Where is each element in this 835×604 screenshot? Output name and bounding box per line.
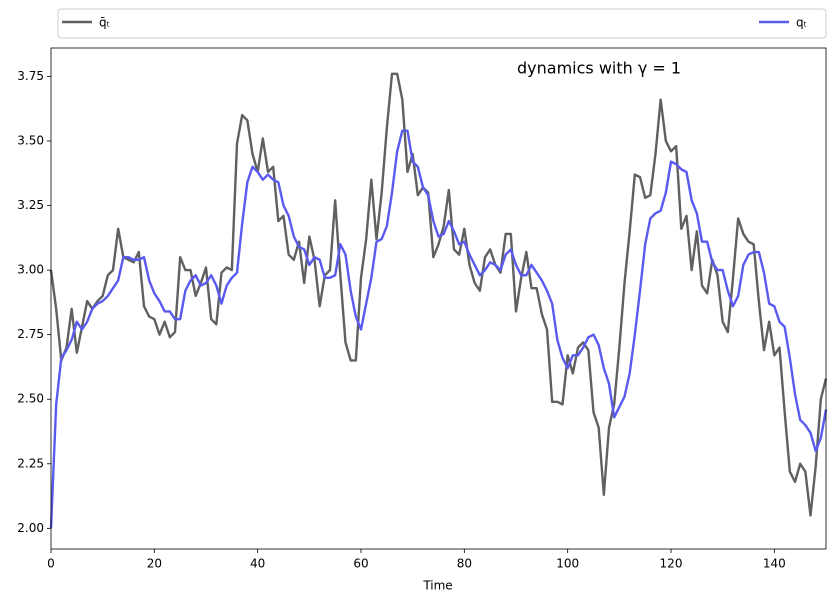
legend-label: qₜ: [796, 16, 807, 30]
x-tick-label: 20: [147, 557, 162, 571]
x-tick-label: 60: [353, 557, 368, 571]
y-tick-label: 3.75: [17, 69, 44, 83]
line-series: [49, 129, 828, 529]
legend-box: [57, 8, 827, 39]
x-tick-label: 80: [457, 557, 472, 571]
y-tick-label: 2.25: [17, 456, 44, 470]
annotation: dynamics with γ = 1: [517, 59, 681, 78]
y-tick-label: 3.50: [17, 133, 44, 147]
line-series: [49, 72, 828, 517]
y-tick-label: 2.75: [17, 327, 44, 341]
y-tick-label: 2.50: [17, 392, 44, 406]
x-tick-label: 140: [763, 557, 786, 571]
x-tick-label: 100: [556, 557, 579, 571]
x-tick-label: 0: [47, 557, 55, 571]
x-axis-label: Time: [422, 579, 452, 593]
y-tick-label: 3.00: [17, 263, 44, 277]
plot-frame: [50, 47, 827, 550]
y-tick-label: 3.25: [17, 198, 44, 212]
legend-label: q̄ₜ: [99, 16, 110, 30]
x-tick-label: 40: [250, 557, 265, 571]
y-tick-label: 2.00: [17, 521, 44, 535]
x-tick-label: 120: [660, 557, 683, 571]
